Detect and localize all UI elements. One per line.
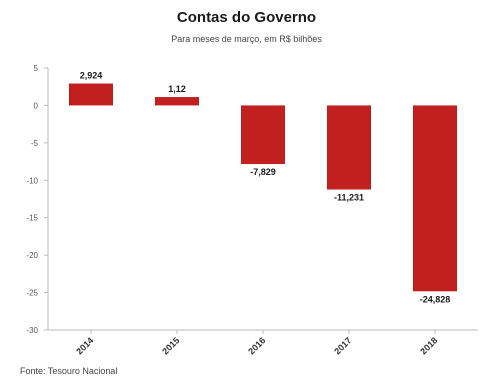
bar [155, 97, 199, 106]
bar-value-label: -11,231 [334, 193, 364, 203]
x-tick-label: 2015 [160, 335, 181, 356]
y-tick-label: 5 [34, 64, 39, 73]
bar [413, 105, 457, 292]
x-tick-label: 2014 [74, 335, 95, 356]
bar [69, 83, 113, 106]
x-tick-label: 2016 [246, 335, 267, 356]
y-tick-label: -10 [26, 176, 38, 185]
y-tick-label: -5 [31, 139, 39, 148]
bar-value-label: -24,828 [420, 294, 451, 304]
y-tick-label: 0 [34, 101, 39, 110]
bar-value-label: 1,12 [168, 84, 186, 94]
x-tick-label: 2018 [418, 335, 439, 356]
y-tick-label: -20 [26, 251, 38, 260]
chart-title: Contas do Governo [176, 9, 317, 26]
x-tick-label: 2017 [332, 335, 353, 356]
bar-value-label: 2,924 [80, 71, 103, 81]
chart-subtitle: Para meses de março, em R$ bilhões [171, 34, 322, 44]
bar-value-label: -7,829 [250, 167, 276, 177]
source-note: Fonte: Tesouro Nacional [20, 366, 118, 376]
y-tick-label: -25 [26, 289, 38, 298]
bar [327, 105, 371, 190]
y-tick-label: -15 [26, 214, 38, 223]
bar [241, 105, 285, 165]
y-tick-label: -30 [26, 326, 38, 335]
